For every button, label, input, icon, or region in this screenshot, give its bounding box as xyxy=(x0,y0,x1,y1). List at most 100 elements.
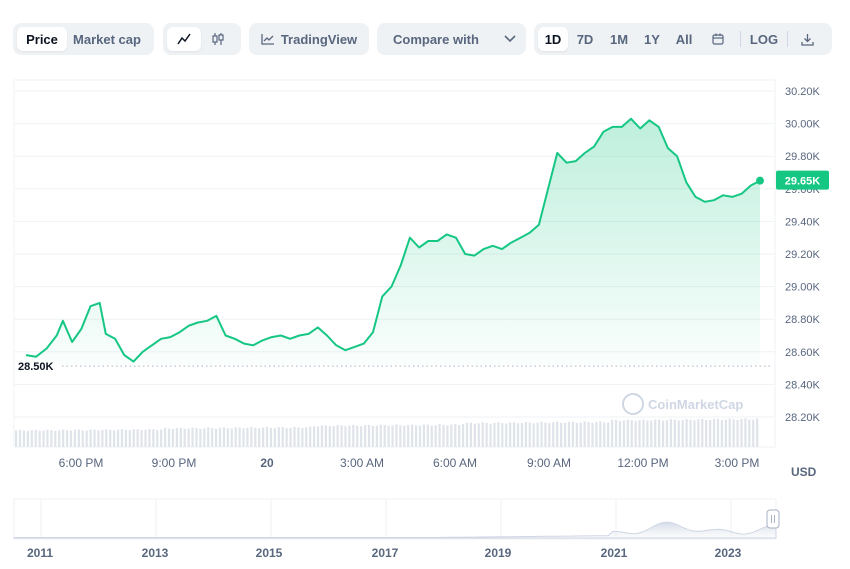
volume-bar xyxy=(195,427,198,447)
volume-bar xyxy=(258,428,261,447)
volume-bar xyxy=(58,430,61,447)
volume-bar xyxy=(152,429,155,447)
volume-bar xyxy=(512,422,516,447)
y-tick-label: 30.20K xyxy=(785,86,821,98)
volume-bar xyxy=(42,430,45,447)
volume-bar xyxy=(712,418,716,447)
volume-bar xyxy=(387,425,390,447)
range-7d-button[interactable]: 7D xyxy=(576,31,594,47)
volume-bar xyxy=(344,426,347,447)
line-chart-button[interactable] xyxy=(167,27,201,51)
log-scale-button[interactable]: LOG xyxy=(749,31,779,47)
volume-bar xyxy=(77,429,80,447)
range-separator xyxy=(740,31,741,47)
volume-bar xyxy=(340,425,343,447)
log-separator xyxy=(787,31,788,47)
volume-bar xyxy=(301,428,304,447)
candlestick-button[interactable] xyxy=(201,27,235,51)
volume-bar xyxy=(297,427,300,447)
volume-bar xyxy=(30,430,33,447)
navigator-year-label: 2017 xyxy=(372,546,399,560)
volume-bar xyxy=(113,430,116,447)
tradingview-button[interactable]: TradingView xyxy=(253,27,365,51)
volume-bar xyxy=(752,419,755,447)
volume-bar xyxy=(269,427,273,447)
y-tick-label: 28.80K xyxy=(785,314,821,326)
volume-bar xyxy=(422,424,425,447)
volume-bar xyxy=(336,425,339,447)
range-1m-button[interactable]: 1M xyxy=(609,31,629,47)
range-1y-button[interactable]: 1Y xyxy=(644,31,660,47)
volume-bar xyxy=(411,424,414,447)
volume-bar xyxy=(540,421,543,447)
market-cap-tab[interactable]: Market cap xyxy=(73,31,141,47)
volume-bar xyxy=(203,428,206,447)
volume-bar xyxy=(309,426,312,447)
range-1d-button[interactable]: 1D xyxy=(538,27,568,51)
x-tick-label: 6:00 PM xyxy=(59,456,104,470)
y-tick-label: 28.40K xyxy=(785,379,821,391)
navigator-year-label: 2015 xyxy=(256,546,283,560)
volume-bar xyxy=(701,418,704,447)
x-tick-label: 12:00 PM xyxy=(617,456,668,470)
volume-bar xyxy=(591,422,594,447)
volume-bar xyxy=(34,429,37,447)
compare-with-label: Compare with xyxy=(393,31,479,47)
volume-bar xyxy=(693,420,696,447)
price-area xyxy=(25,117,761,366)
volume-bar xyxy=(46,429,49,447)
volume-bar xyxy=(254,427,257,447)
volume-bar xyxy=(661,420,665,447)
y-tick-label: 28.60K xyxy=(785,347,821,359)
y-axis: 30.20K30.00K29.80K29.60K29.40K29.20K29.0… xyxy=(785,86,821,479)
volume-bar xyxy=(689,419,692,447)
volume-bar xyxy=(246,427,249,447)
calendar-button[interactable] xyxy=(700,27,736,51)
volume-bar xyxy=(105,429,108,447)
volume-bar xyxy=(54,430,57,447)
range-navigator[interactable]: 2011 2013 2015 2017 2019 2021 2023 xyxy=(13,498,780,560)
volume-bar xyxy=(446,425,449,447)
plot-border xyxy=(13,79,776,448)
volume-bar xyxy=(62,429,65,447)
volume-bar xyxy=(81,430,84,447)
tradingview-button-wrap: TradingView xyxy=(249,23,369,55)
volume-bar xyxy=(744,418,747,447)
volume-bar xyxy=(563,422,567,447)
navigator-year-label: 2019 xyxy=(485,546,512,560)
volume-bar xyxy=(375,425,378,447)
volume-bar xyxy=(520,423,524,447)
volume-bar xyxy=(728,418,731,447)
volume-bar xyxy=(665,420,669,447)
volume-bar xyxy=(234,427,237,447)
volume-bar xyxy=(69,430,73,447)
range-all-button[interactable]: All xyxy=(675,31,693,47)
volume-bar xyxy=(548,423,551,447)
volume-bar xyxy=(505,423,508,447)
y-tick-label: 30.00K xyxy=(785,119,821,131)
volume-bar xyxy=(183,428,186,447)
volume-bar xyxy=(705,420,708,447)
compare-with-dropdown[interactable]: Compare with xyxy=(377,23,526,55)
volume-bar xyxy=(418,425,422,447)
volume-bar xyxy=(250,427,253,447)
volume-bar xyxy=(289,427,292,447)
volume-bar xyxy=(442,424,445,447)
volume-bar xyxy=(352,424,355,447)
volume-bar xyxy=(611,419,614,447)
volume-bar xyxy=(532,423,535,447)
volume-bar xyxy=(630,420,633,447)
volume-bar xyxy=(171,428,175,447)
volume-bar xyxy=(403,425,406,447)
volume-bar xyxy=(583,421,586,447)
navigator-year-label: 2013 xyxy=(142,546,169,560)
download-button[interactable] xyxy=(792,27,822,51)
volume-bar xyxy=(560,422,563,447)
volume-bar xyxy=(634,420,637,447)
tradingview-label: TradingView xyxy=(280,31,358,47)
volume-bar xyxy=(140,430,143,447)
volume-bar xyxy=(681,419,684,447)
volume-bar xyxy=(524,422,527,447)
price-tab[interactable]: Price xyxy=(17,27,67,51)
volume-bar xyxy=(595,421,598,447)
